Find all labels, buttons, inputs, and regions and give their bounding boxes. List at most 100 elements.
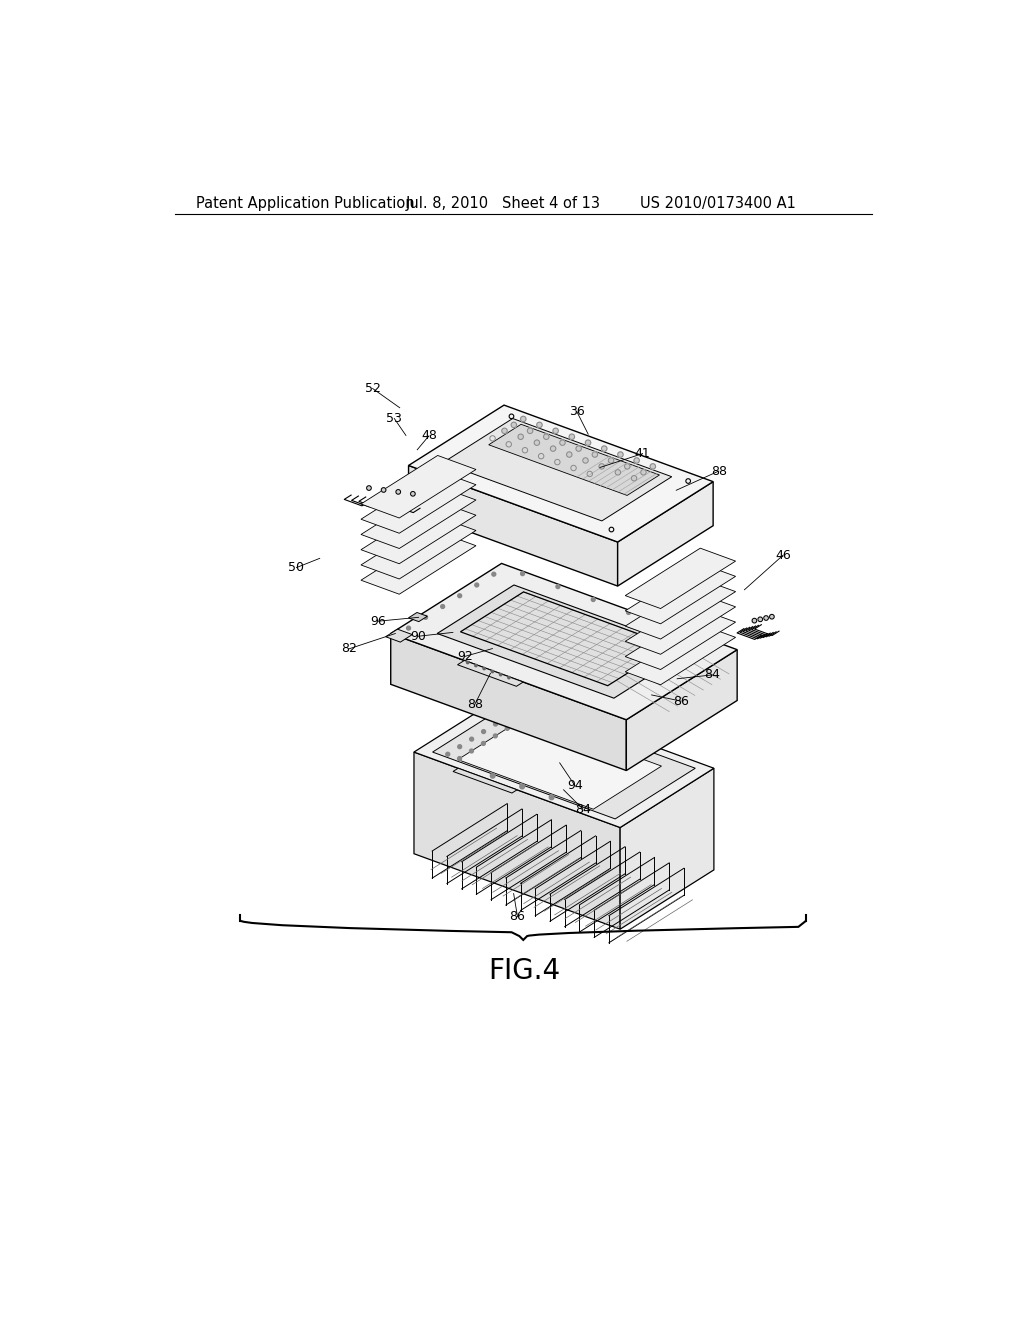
Polygon shape — [409, 612, 427, 622]
Polygon shape — [409, 405, 713, 543]
Text: 88: 88 — [467, 698, 483, 710]
Circle shape — [520, 784, 524, 789]
Polygon shape — [361, 532, 476, 594]
Circle shape — [537, 422, 542, 428]
Circle shape — [758, 616, 763, 622]
Circle shape — [506, 726, 509, 730]
Text: 86: 86 — [510, 911, 525, 923]
Polygon shape — [391, 564, 737, 719]
Circle shape — [458, 744, 462, 748]
Circle shape — [490, 774, 495, 777]
Text: Patent Application Publication: Patent Application Publication — [197, 195, 415, 211]
Polygon shape — [442, 418, 672, 521]
Circle shape — [481, 730, 485, 734]
Circle shape — [494, 734, 498, 738]
Circle shape — [535, 440, 540, 445]
Circle shape — [500, 673, 502, 676]
Text: 90: 90 — [410, 630, 426, 643]
Circle shape — [481, 742, 485, 746]
Circle shape — [492, 671, 494, 673]
Text: Jul. 8, 2010   Sheet 4 of 13: Jul. 8, 2010 Sheet 4 of 13 — [406, 195, 600, 211]
Polygon shape — [626, 548, 735, 609]
Circle shape — [615, 470, 621, 475]
Text: FIG.4: FIG.4 — [488, 957, 561, 985]
Polygon shape — [414, 752, 621, 929]
Polygon shape — [437, 585, 690, 698]
Polygon shape — [626, 578, 735, 639]
Circle shape — [407, 626, 411, 630]
Circle shape — [583, 458, 588, 463]
Circle shape — [511, 422, 516, 428]
Circle shape — [517, 708, 521, 711]
Circle shape — [517, 719, 521, 723]
Circle shape — [458, 756, 462, 760]
Text: 84: 84 — [705, 668, 720, 681]
Circle shape — [518, 434, 523, 440]
Text: 86: 86 — [673, 694, 689, 708]
Circle shape — [467, 661, 469, 664]
Circle shape — [632, 475, 637, 480]
Polygon shape — [361, 455, 476, 517]
Circle shape — [575, 446, 582, 451]
Polygon shape — [626, 594, 735, 655]
Circle shape — [608, 458, 613, 463]
Circle shape — [470, 748, 473, 752]
Circle shape — [591, 598, 595, 602]
Circle shape — [494, 722, 498, 726]
Circle shape — [553, 428, 558, 433]
Circle shape — [475, 583, 478, 587]
Polygon shape — [626, 609, 735, 669]
Circle shape — [662, 623, 666, 627]
Circle shape — [544, 434, 549, 440]
Circle shape — [549, 795, 554, 800]
Text: US 2010/0173400 A1: US 2010/0173400 A1 — [640, 195, 796, 211]
Circle shape — [560, 440, 565, 445]
Circle shape — [556, 585, 560, 589]
Circle shape — [483, 668, 485, 669]
Circle shape — [569, 434, 574, 440]
Circle shape — [411, 491, 415, 496]
Text: 53: 53 — [386, 412, 402, 425]
Circle shape — [617, 451, 624, 457]
Circle shape — [627, 611, 631, 614]
Polygon shape — [626, 564, 735, 624]
Circle shape — [625, 463, 630, 469]
Text: 94: 94 — [567, 779, 583, 792]
Circle shape — [396, 490, 400, 494]
Circle shape — [445, 752, 450, 756]
Circle shape — [592, 451, 598, 457]
Polygon shape — [409, 466, 617, 586]
Circle shape — [520, 572, 524, 576]
Circle shape — [367, 486, 372, 490]
Circle shape — [520, 416, 526, 421]
Polygon shape — [621, 768, 714, 929]
Circle shape — [508, 676, 510, 678]
Circle shape — [527, 428, 532, 433]
Text: 36: 36 — [568, 405, 585, 417]
Polygon shape — [626, 624, 735, 685]
Polygon shape — [361, 486, 476, 549]
Circle shape — [506, 714, 509, 718]
Polygon shape — [361, 516, 476, 579]
Text: 96: 96 — [371, 615, 386, 628]
Circle shape — [586, 440, 591, 445]
Text: 92: 92 — [458, 649, 473, 663]
Polygon shape — [617, 482, 713, 586]
Circle shape — [475, 664, 477, 667]
Circle shape — [470, 737, 473, 741]
Circle shape — [601, 446, 607, 451]
Text: 82: 82 — [341, 643, 356, 656]
Circle shape — [440, 605, 444, 609]
Polygon shape — [627, 649, 737, 771]
Circle shape — [529, 711, 534, 715]
Polygon shape — [391, 634, 627, 771]
Text: 48: 48 — [421, 429, 437, 442]
Polygon shape — [458, 660, 523, 686]
Circle shape — [566, 451, 572, 457]
Circle shape — [599, 463, 604, 469]
Polygon shape — [432, 701, 695, 818]
Circle shape — [424, 615, 428, 619]
Text: 52: 52 — [365, 381, 381, 395]
Circle shape — [697, 636, 701, 640]
Circle shape — [641, 470, 646, 475]
